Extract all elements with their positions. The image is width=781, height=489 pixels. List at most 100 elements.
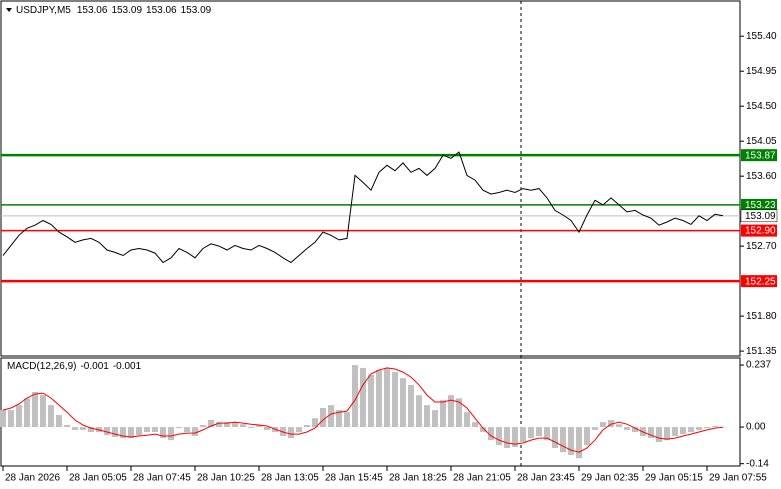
histogram-bar [144,427,150,433]
open: 153.06 [77,5,108,16]
histogram-bar [216,422,222,428]
level-label: 152.25 [745,276,776,287]
y-tick-label: 152.70 [746,241,777,252]
signal-line [2,367,724,453]
last-price-box [740,209,778,223]
histogram-bar [672,427,678,436]
x-tick-label: 28 Jan 15:45 [325,473,383,484]
histogram-bar [552,427,558,448]
histogram-bar [496,427,502,446]
x-tick-label: 29 Jan 05:15 [645,473,703,484]
histogram-bar [8,410,14,428]
header: USDJPY,M5 153.06 153.09 153.06 153.09 [16,5,212,16]
histogram-bar [256,424,262,428]
histogram-bar [152,427,158,433]
histogram-bar [656,427,662,442]
histogram-bar [488,427,494,441]
histogram-bar [576,427,582,459]
y-tick-label: 0.237 [746,360,771,371]
histogram-bar [704,427,710,429]
histogram-bar [296,427,302,433]
level-label-box [741,275,777,288]
histogram-bar [104,427,110,436]
histogram-bar [560,427,566,453]
level-label-box [741,149,777,162]
histogram-bar [520,427,526,442]
x-tick-label: 28 Jan 13:05 [261,473,319,484]
histogram-bar [352,365,358,428]
histogram-bar [536,427,542,436]
histogram-bar [592,427,598,430]
histogram-bar [88,427,94,433]
x-tick-label: 28 Jan 18:25 [389,473,447,484]
histogram-bar [480,427,486,433]
histogram-bar [208,420,214,428]
y-tick-label: 154.05 [746,136,777,147]
x-tick-label: 29 Jan 02:35 [581,473,639,484]
price-line [2,151,724,264]
histogram-bar [392,372,398,428]
x-tick-label: 29 Jan 07:55 [709,473,767,484]
histogram-bar [192,427,198,436]
symbol: USDJPY,M5 [16,5,71,16]
histogram-bar [200,424,206,428]
histogram-bar [416,395,422,428]
y-tick-label: 153.60 [746,171,777,182]
x-tick-label: 28 Jan 07:45 [133,473,191,484]
histogram-bar [304,424,310,428]
histogram-bar [56,415,62,428]
histogram-bar [240,424,246,428]
level-label: 153.87 [745,150,776,161]
x-tick-label: 28 Jan 23:45 [517,473,575,484]
histogram-bar [328,405,334,428]
histogram-bar [688,427,694,433]
histogram-bar [712,426,718,428]
high: 153.09 [111,5,142,16]
y-tick-label: 151.35 [746,346,777,357]
macd-value: -0.001 [80,361,109,372]
histogram-bar [80,427,86,430]
histogram-bar [664,427,670,441]
y-tick-label: 154.50 [746,101,777,112]
level-label: 152.90 [745,226,776,237]
histogram-bar [64,424,70,428]
histogram-bar [168,427,174,441]
level-label-box [741,224,777,237]
histogram-bar [376,370,382,428]
histogram-bar [632,427,638,433]
histogram-bar [184,427,190,433]
histogram-bar [368,375,374,428]
histogram-bar [128,427,134,439]
histogram-bar [616,424,622,428]
histogram-bar [608,420,614,428]
histogram-bar [0,410,6,428]
y-tick-label: 154.95 [746,66,777,77]
histogram-bar [584,427,590,446]
macd-header: MACD(12,26,9) -0.001 -0.001 [7,361,142,372]
low: 153.06 [146,5,177,16]
histogram-bar [32,392,38,428]
y-tick-label: 0.00 [746,422,766,433]
histogram-bar [600,422,606,428]
level-label-box [741,198,777,211]
histogram-bar [160,427,166,439]
histogram-bar [24,398,30,428]
signal-value: -0.001 [113,361,142,372]
histogram-bar [48,405,54,428]
x-tick-label: 28 Jan 21:05 [453,473,511,484]
x-tick-label: 28 Jan 10:25 [197,473,255,484]
menu-arrow [6,8,12,12]
histogram-bar [312,418,318,428]
histogram-bar [360,367,366,428]
histogram-bar [176,427,182,429]
histogram-bar [472,422,478,428]
histogram-bar [504,427,510,448]
histogram-bar [224,422,230,428]
histogram-bar [112,427,118,438]
histogram-bar [544,427,550,441]
x-tick-label: 28 Jan 05:05 [69,473,127,484]
histogram-bar [320,407,326,428]
histogram-bar [336,410,342,428]
